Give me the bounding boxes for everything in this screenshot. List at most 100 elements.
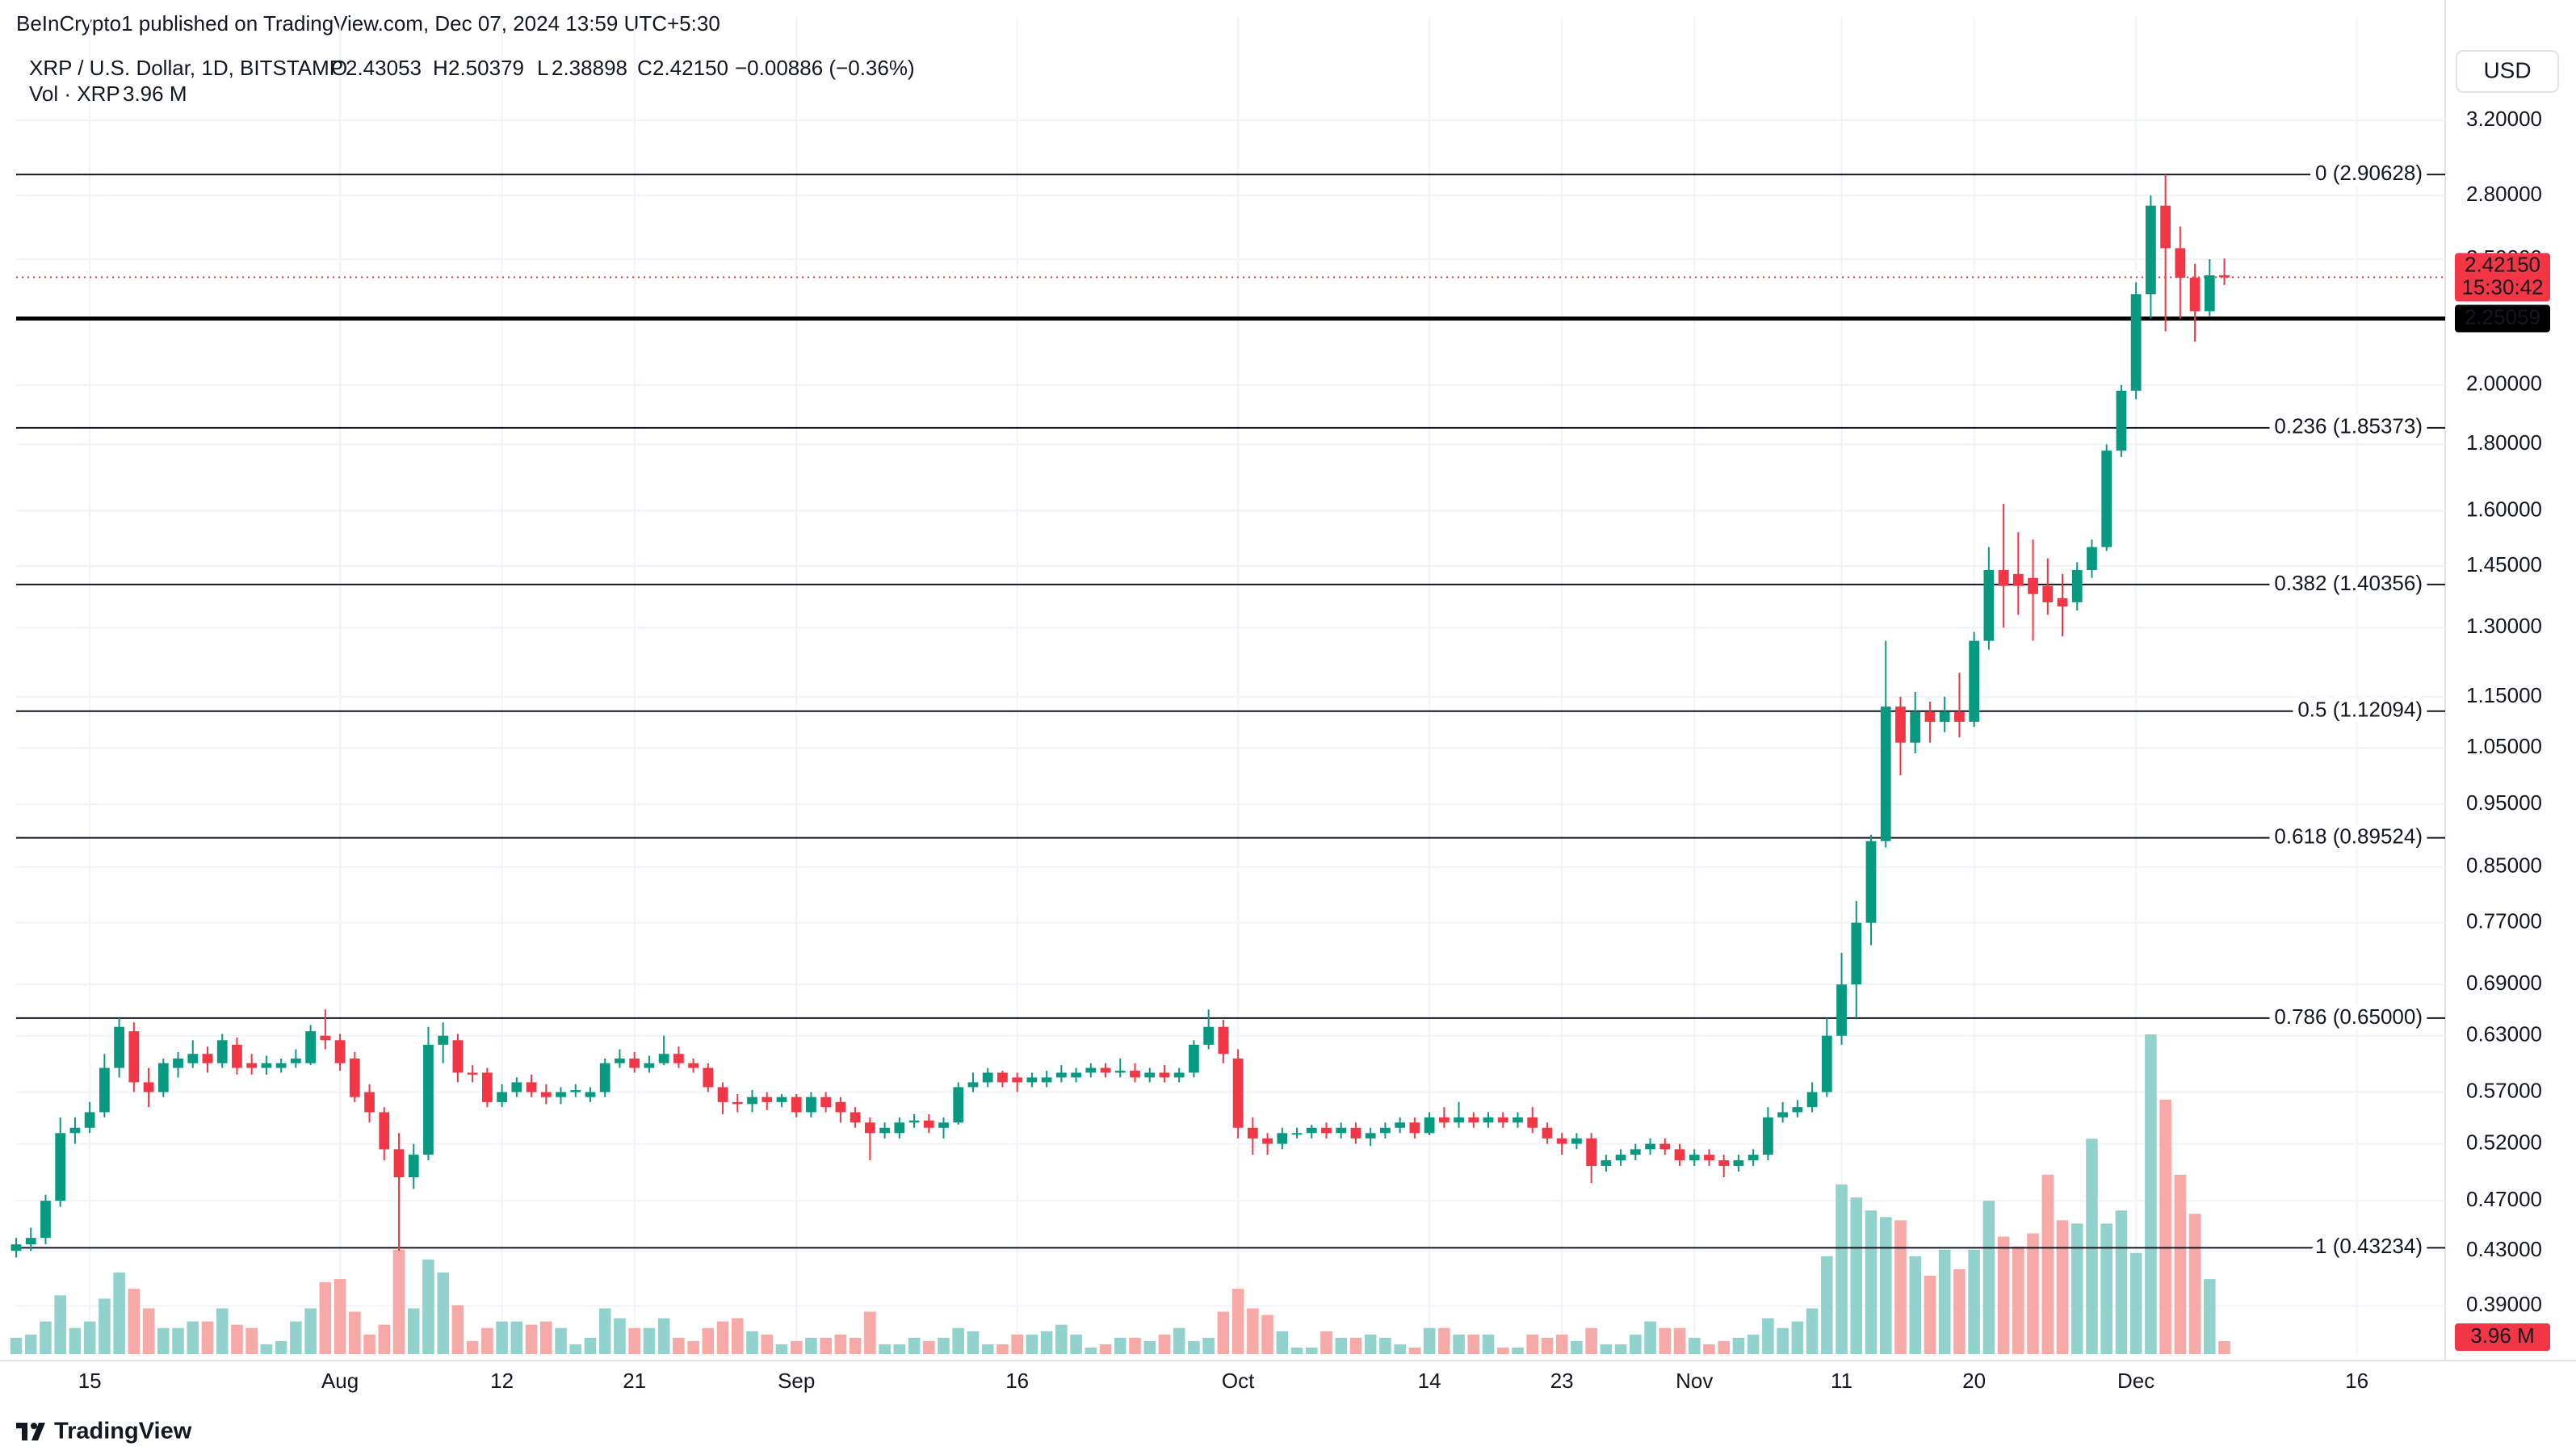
- brand-logo: [16, 1423, 45, 1440]
- volume-bar: [275, 1340, 287, 1354]
- candle-body: [556, 1092, 566, 1097]
- volume-bar: [142, 1308, 155, 1354]
- volume-bar: [922, 1340, 935, 1354]
- volume-bar: [1512, 1347, 1524, 1354]
- volume-bar: [1158, 1334, 1171, 1354]
- ohlc-key: O: [331, 56, 347, 80]
- candle-body: [703, 1067, 714, 1088]
- x-tick-label: 16: [2345, 1369, 2368, 1393]
- candle-body: [1130, 1071, 1140, 1078]
- candle-body: [1468, 1117, 1479, 1123]
- candle-body: [1483, 1117, 1494, 1123]
- candle-body: [806, 1096, 816, 1113]
- y-tick-label: 1.30000: [2466, 614, 2542, 638]
- volume-bar: [1865, 1210, 1877, 1354]
- volume-bar: [525, 1324, 538, 1354]
- volume-name: Vol · XRP: [29, 82, 120, 106]
- candle-body: [953, 1087, 964, 1123]
- volume-bar: [1747, 1334, 1760, 1354]
- volume-bar: [1364, 1334, 1377, 1354]
- volume-bar: [54, 1295, 66, 1354]
- x-tick-label: 11: [1831, 1369, 1852, 1393]
- candle-body: [69, 1127, 81, 1134]
- candle-body: [1189, 1044, 1199, 1073]
- candle-body: [1571, 1138, 1582, 1144]
- volume-bar: [1879, 1217, 1892, 1354]
- volume-bar: [1335, 1337, 1348, 1354]
- y-tick-label: 0.69000: [2466, 971, 2542, 995]
- support-price-box: [2455, 304, 2550, 333]
- fib-level-label: 1 (0.43234): [2315, 1234, 2423, 1258]
- last-price-box: [2455, 253, 2550, 302]
- volume-bar: [643, 1327, 656, 1354]
- fib-level-label: 0.786 (0.65000): [2274, 1004, 2423, 1029]
- candle-body: [1880, 707, 1891, 841]
- candle-body: [1969, 640, 1980, 722]
- volume-bar: [1894, 1220, 1907, 1354]
- y-tick-label: 0.47000: [2466, 1187, 2542, 1211]
- volume-bar: [1261, 1315, 1273, 1354]
- volume-bar: [1732, 1337, 1745, 1354]
- volume-bar: [1821, 1256, 1833, 1354]
- candle-body: [732, 1101, 743, 1105]
- candle-body: [1262, 1138, 1273, 1144]
- candle-body: [1497, 1117, 1508, 1123]
- volume-bar: [216, 1308, 229, 1354]
- volume-bar: [1438, 1327, 1450, 1354]
- volume-bar: [1114, 1337, 1126, 1354]
- candle-body: [84, 1112, 95, 1128]
- candle-body: [923, 1120, 934, 1128]
- candle-body: [1674, 1149, 1685, 1161]
- volume-bar: [820, 1337, 832, 1354]
- volume-bar: [1836, 1184, 1848, 1354]
- y-tick-label: 1.60000: [2466, 497, 2542, 521]
- candle-body: [776, 1096, 787, 1102]
- volume-bar: [2012, 1246, 2024, 1354]
- candle-body: [2189, 277, 2201, 312]
- candle-body: [2087, 547, 2097, 571]
- volume-bar: [290, 1321, 302, 1354]
- volume-bar: [99, 1298, 111, 1354]
- x-tick-label: 23: [1550, 1369, 1574, 1393]
- candle-body: [1645, 1143, 1655, 1150]
- y-tick-label: 0.77000: [2466, 909, 2542, 933]
- volume-bar: [2129, 1252, 2142, 1354]
- volume-bar: [2041, 1174, 2054, 1354]
- volume-bar: [1143, 1340, 1156, 1354]
- candle-body: [1601, 1160, 1612, 1166]
- volume-value: 3.96 M: [123, 82, 187, 106]
- x-tick-label: Aug: [321, 1369, 359, 1393]
- volume-bar: [790, 1340, 803, 1354]
- volume-bar: [1202, 1337, 1215, 1354]
- candle-body: [585, 1092, 596, 1097]
- candle-body: [114, 1026, 124, 1068]
- candle-body: [791, 1096, 802, 1113]
- currency-button[interactable]: [2456, 50, 2559, 93]
- volume-bar: [584, 1337, 597, 1354]
- candle-body: [497, 1092, 507, 1102]
- volume-bar: [1953, 1268, 1966, 1354]
- volume-bar: [1762, 1318, 1774, 1354]
- volume-bar: [2070, 1223, 2083, 1354]
- candle-body: [511, 1082, 522, 1092]
- candle-body: [820, 1096, 832, 1108]
- volume-bar: [1290, 1347, 1303, 1354]
- volume-bar: [952, 1327, 965, 1354]
- candle-body: [1100, 1067, 1111, 1073]
- volume-bar: [1408, 1347, 1421, 1354]
- currency-label[interactable]: USD: [2483, 57, 2531, 82]
- volume-bar: [40, 1321, 52, 1354]
- candle-body: [1527, 1117, 1538, 1128]
- x-tick-label: Oct: [1222, 1369, 1255, 1393]
- volume-bar: [1673, 1327, 1686, 1354]
- candle-body: [1055, 1072, 1067, 1078]
- candle-body: [1026, 1077, 1038, 1083]
- x-tick-label: Dec: [2117, 1369, 2154, 1393]
- volume-bar: [1129, 1337, 1141, 1354]
- volume-bar: [113, 1273, 125, 1354]
- candle-body: [1851, 922, 1862, 985]
- volume-bar: [2100, 1223, 2112, 1354]
- volume-bar: [83, 1321, 96, 1354]
- candle-body: [1777, 1112, 1789, 1117]
- candle-body: [879, 1127, 890, 1134]
